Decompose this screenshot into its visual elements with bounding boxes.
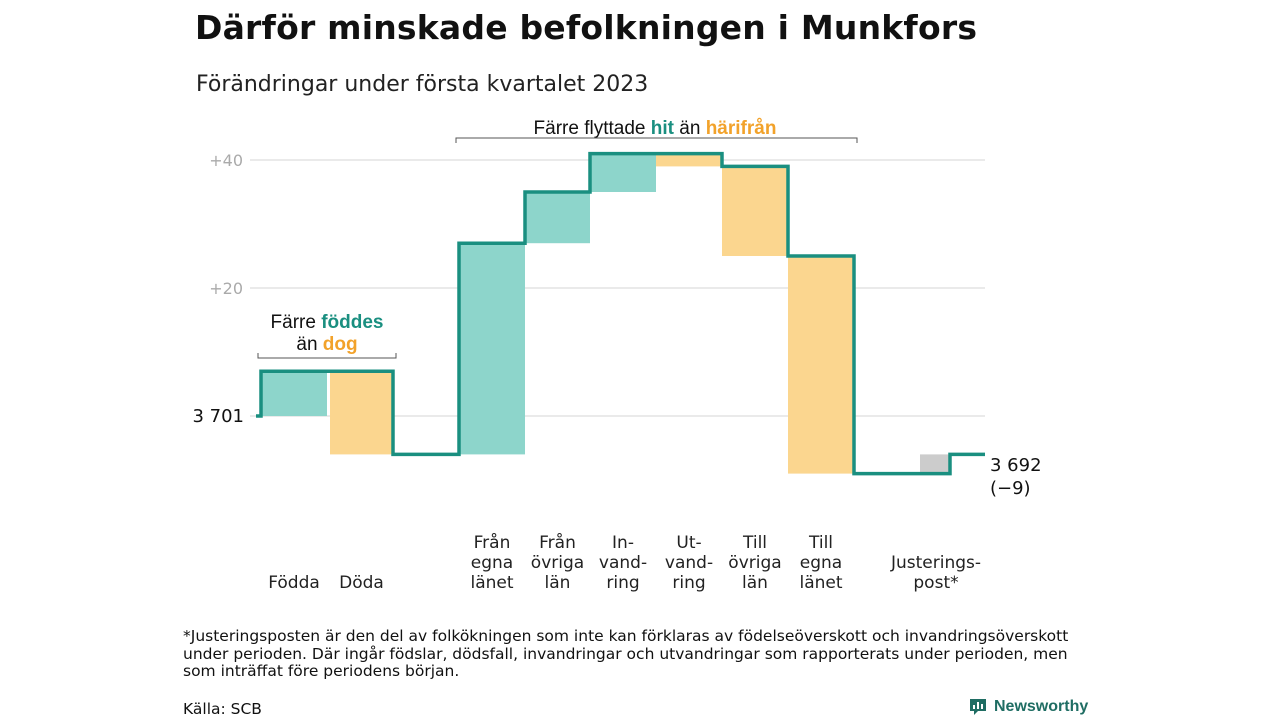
category-label: Till övriga län [728,533,781,593]
source-note: Källa: SCB [183,700,262,718]
bar-decrease [656,153,722,167]
category-label: In-vand-ring [599,533,647,593]
bars [261,153,950,474]
category-label: Ut-vand-ring [665,533,713,593]
bar-decrease [788,256,854,474]
bar-adjustment [920,454,950,474]
category-label: Från egna länet [470,532,513,593]
annotation-bracket [257,353,397,359]
bar-increase [525,192,590,244]
category-label: Från övriga län [531,532,584,593]
waterfall-chart: +20 +40 Födda Döda Från egna länet Från övriga l… [192,118,1041,593]
chart-title: Därför minskade befolkningen i Munkfors [195,8,978,47]
category-label: Justerings-post* [890,553,981,593]
annotation-text: Färre flyttade hit än härifrån [534,118,777,139]
category-label: Födda [268,573,320,593]
category-label: Döda [339,573,384,593]
y-tick-label: +20 [209,279,243,298]
brand-name: Newsworthy [994,698,1089,715]
annotation-text: än dog [296,334,357,355]
newsworthy-logo-icon [970,699,986,715]
bar-increase [459,243,525,455]
brand-logo: Newsworthy [968,696,1088,718]
bar-decrease [722,166,788,256]
end-labels: 3 701 3 692(−9) [192,406,1041,499]
category-labels: Födda Döda Från egna länet Från övriga län In-va… [268,532,981,593]
start-value-label: 3 701 [192,406,244,427]
bar-increase [261,371,327,416]
annotation-text: Färre föddes [271,312,384,333]
end-value-label: 3 692 [990,455,1042,476]
bar-decrease [330,371,393,455]
bar-increase [590,153,656,192]
running-total-line [256,151,985,476]
end-change-label: (−9) [990,478,1031,499]
y-tick-label: +40 [209,151,243,170]
annotation-bracket [455,137,858,143]
chart-subtitle: Förändringar under första kvartalet 2023 [196,72,649,97]
category-label: Till egna länet [799,533,842,593]
footnote: *Justeringsposten är den del av folkökni… [183,627,1069,680]
